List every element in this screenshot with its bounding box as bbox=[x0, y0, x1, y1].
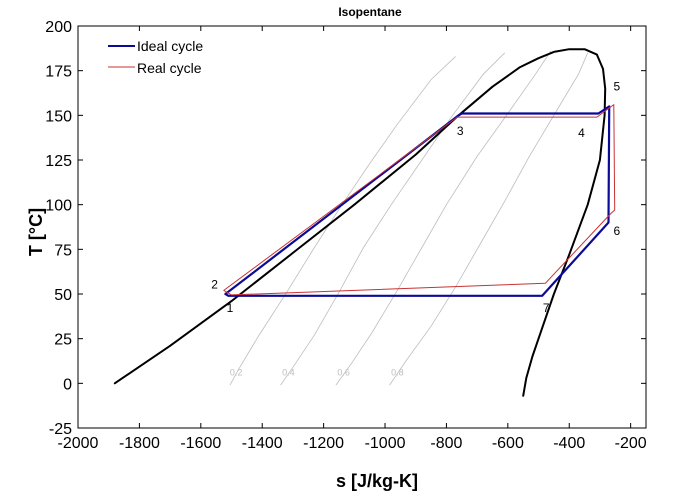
series-layer bbox=[113, 48, 616, 397]
state-point-label-4: 4 bbox=[578, 126, 585, 140]
quality-label-0.6: 0.6 bbox=[337, 367, 350, 377]
real-series-line bbox=[223, 104, 616, 296]
state-point-label-6: 6 bbox=[613, 224, 620, 238]
ideal-series-line bbox=[224, 105, 611, 297]
quality-lines: 0.2 0.4 0.6 0.8 bbox=[229, 50, 589, 386]
state-point-label-7: 7 bbox=[543, 301, 550, 315]
quality-label-0.4: 0.4 bbox=[282, 367, 295, 377]
state-point-label-2: 2 bbox=[211, 278, 218, 292]
legend: Ideal cycle Real cycle bbox=[108, 38, 203, 76]
quality-line-0.8 bbox=[389, 52, 589, 386]
legend-label-real: Real cycle bbox=[137, 60, 202, 76]
x-axis-ticks: -2000 -1800 -1600 -1400 -1200 -1000 -800 -600 -4… bbox=[58, 26, 647, 452]
x-axis-label: s [J/kg-K] bbox=[336, 471, 418, 491]
x-tick-label: -200 bbox=[615, 435, 647, 452]
x-tick-label: -1400 bbox=[242, 435, 283, 452]
x-tick-label: -1600 bbox=[180, 435, 221, 452]
x-tick-label: -1200 bbox=[303, 435, 344, 452]
quality-label-0.2: 0.2 bbox=[230, 367, 243, 377]
y-tick-label: 75 bbox=[54, 242, 72, 259]
x-tick-label: -1000 bbox=[365, 435, 406, 452]
y-tick-label: 25 bbox=[54, 332, 72, 349]
x-tick-label: -600 bbox=[492, 435, 524, 452]
plot-frame bbox=[77, 25, 647, 429]
x-tick-label: -800 bbox=[430, 435, 462, 452]
quality-line-0.6 bbox=[335, 50, 552, 386]
x-tick-label: -1800 bbox=[119, 435, 160, 452]
state-point-label-1: 1 bbox=[227, 301, 234, 315]
y-tick-label: 0 bbox=[63, 376, 72, 393]
dome-series-line bbox=[113, 48, 607, 397]
y-tick-label: 100 bbox=[45, 198, 72, 215]
quality-line-0.4 bbox=[280, 52, 506, 386]
legend-label-ideal: Ideal cycle bbox=[137, 38, 203, 54]
y-tick-label: -25 bbox=[49, 421, 72, 438]
state-point-label-5: 5 bbox=[613, 79, 620, 93]
point-labels: 12 3 4 5 6 7 bbox=[211, 79, 620, 315]
state-point-label-3: 3 bbox=[457, 124, 464, 138]
y-tick-label: 200 bbox=[45, 19, 72, 36]
y-tick-label: 50 bbox=[54, 287, 72, 304]
y-tick-label: 175 bbox=[45, 64, 72, 81]
x-tick-label: -400 bbox=[553, 435, 585, 452]
quality-label-0.8: 0.8 bbox=[391, 367, 404, 377]
chart-title: Isopentane bbox=[338, 5, 402, 19]
y-tick-label: 150 bbox=[45, 108, 72, 125]
y-axis-label: T [°C] bbox=[26, 208, 46, 256]
x-tick-label: -2000 bbox=[58, 435, 99, 452]
y-tick-label: 125 bbox=[45, 153, 72, 170]
